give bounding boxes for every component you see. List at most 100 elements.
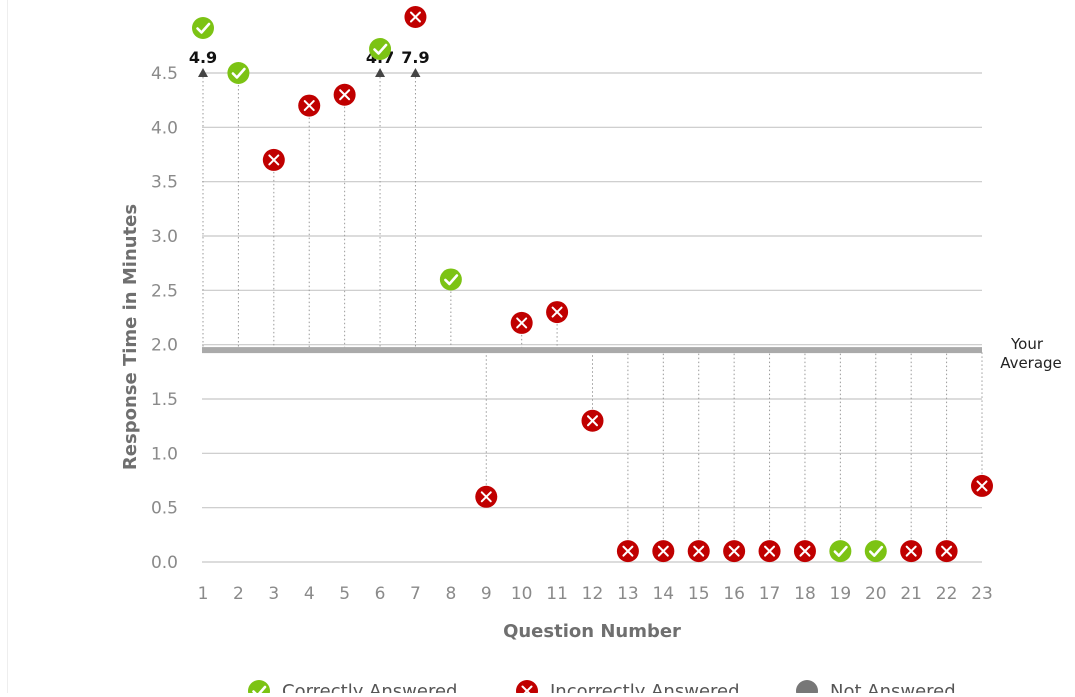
check-circle-icon bbox=[248, 680, 270, 697]
gray-circle-icon bbox=[796, 680, 818, 697]
x-circle-icon bbox=[935, 540, 958, 563]
x-mark bbox=[622, 545, 634, 557]
point-stems: 4.94.77.9 bbox=[189, 48, 983, 552]
x-tick-label: 22 bbox=[936, 584, 958, 604]
chart-frame: 0.0 0.5 1.0 1.5 2.0 2.5 3.0 3.5 4.0 4.5 4.94.77.9… bbox=[8, 0, 1075, 697]
x-circle-icon bbox=[652, 540, 675, 563]
legend-item-incorrect bbox=[516, 680, 538, 697]
legend-label: Incorrectly Answered bbox=[550, 681, 740, 693]
check-mark bbox=[868, 545, 884, 557]
grid-lines bbox=[202, 72, 982, 563]
x-tick-label: 6 bbox=[375, 584, 386, 604]
x-tick-label: 11 bbox=[546, 584, 568, 604]
x-mark bbox=[587, 415, 598, 427]
x-circle-icon bbox=[971, 474, 993, 497]
check-circle-icon bbox=[439, 268, 462, 291]
legend-label: Correctly Answered bbox=[282, 681, 457, 693]
check-mark bbox=[196, 22, 211, 34]
data-points bbox=[192, 6, 993, 563]
x-tick-label: 17 bbox=[759, 584, 781, 604]
y-tick-label: 2.5 bbox=[151, 281, 178, 301]
y-tick-label: 1.0 bbox=[151, 444, 178, 464]
y-tick-label: 2.0 bbox=[151, 336, 178, 356]
x-tick-label: 19 bbox=[830, 584, 852, 604]
check-circle-icon bbox=[829, 540, 852, 563]
legend: Correctly Answered Incorrectly Answered No… bbox=[248, 680, 956, 697]
x-tick-label: 18 bbox=[794, 584, 816, 604]
x-axis-title: Question Number bbox=[503, 621, 681, 642]
y-tick-label: 4.0 bbox=[151, 118, 178, 138]
x-mark bbox=[268, 154, 280, 166]
x-circle-icon bbox=[262, 148, 285, 171]
y-tick-label: 4.5 bbox=[151, 64, 178, 84]
x-tick-label: 13 bbox=[617, 584, 639, 604]
x-tick-label: 2 bbox=[233, 584, 244, 604]
x-tick-label: 20 bbox=[865, 584, 887, 604]
x-circle-icon bbox=[546, 301, 569, 324]
point-marker bbox=[192, 17, 214, 39]
y-axis-title: Response Time in Minutes bbox=[120, 204, 141, 470]
response-time-chart: 0.0 0.5 1.0 1.5 2.0 2.5 3.0 3.5 4.0 4.5 4.94.77.9… bbox=[120, 6, 1062, 697]
x-tick-label: 21 bbox=[900, 584, 922, 604]
x-mark bbox=[657, 545, 669, 557]
x-mark bbox=[693, 545, 705, 557]
overflow-value-label: 7.9 bbox=[401, 48, 429, 67]
average-line-group bbox=[202, 347, 982, 354]
average-line bbox=[202, 347, 982, 354]
point-marker bbox=[439, 268, 462, 291]
x-circle-icon bbox=[687, 540, 710, 563]
x-circle-icon bbox=[758, 540, 781, 563]
overflow-arrow-icon bbox=[375, 68, 386, 77]
average-label-line1: Your bbox=[1010, 335, 1044, 353]
x-circle-icon bbox=[404, 6, 427, 28]
check-mark bbox=[373, 43, 388, 55]
x-mark bbox=[303, 100, 315, 112]
y-tick-label: 3.0 bbox=[151, 227, 178, 247]
overflow-arrow-icon bbox=[410, 68, 421, 77]
average-label-line2: Average bbox=[1000, 354, 1062, 372]
x-mark bbox=[409, 11, 421, 23]
x-tick-label: 8 bbox=[445, 584, 456, 604]
overflow-arrow-icon bbox=[198, 68, 208, 77]
x-tick-label: 10 bbox=[511, 584, 533, 604]
check-circle-icon bbox=[192, 17, 214, 39]
check-circle-icon bbox=[227, 62, 250, 84]
point-marker bbox=[829, 540, 852, 563]
x-mark bbox=[941, 545, 953, 557]
overflow-value-label: 4.9 bbox=[189, 48, 217, 67]
x-mark bbox=[799, 545, 811, 557]
x-circle-icon bbox=[900, 540, 923, 563]
x-mark bbox=[480, 491, 492, 503]
x-circle-icon bbox=[333, 83, 356, 106]
point-marker bbox=[227, 62, 250, 84]
x-axis-ticks: 1 2 3 4 5 6 7 8 9 10 11 12 13 14 15 16 17 18 19 20 21 22 23 bbox=[198, 584, 993, 604]
point-marker bbox=[369, 38, 392, 60]
x-tick-label: 23 bbox=[971, 584, 993, 604]
x-tick-label: 3 bbox=[268, 584, 279, 604]
x-tick-label: 1 bbox=[198, 584, 209, 604]
legend-item-none bbox=[796, 680, 818, 697]
x-mark bbox=[516, 317, 528, 329]
y-tick-label: 0.0 bbox=[151, 553, 178, 573]
x-circle-icon bbox=[581, 409, 604, 432]
x-circle-icon bbox=[723, 540, 746, 563]
x-mark bbox=[764, 545, 776, 557]
x-circle-icon bbox=[616, 540, 639, 563]
x-mark bbox=[976, 480, 988, 492]
legend-label: Not Answered bbox=[830, 681, 956, 693]
x-tick-label: 14 bbox=[652, 584, 674, 604]
x-circle-icon bbox=[510, 311, 533, 334]
y-axis-ticks: 0.0 0.5 1.0 1.5 2.0 2.5 3.0 3.5 4.0 4.5 bbox=[151, 64, 178, 573]
y-tick-label: 3.5 bbox=[151, 173, 178, 193]
x-tick-label: 5 bbox=[339, 584, 350, 604]
x-mark bbox=[551, 306, 563, 318]
check-circle-icon bbox=[864, 540, 887, 563]
x-tick-label: 7 bbox=[410, 584, 421, 604]
y-tick-label: 1.5 bbox=[151, 390, 178, 410]
x-tick-label: 15 bbox=[688, 584, 710, 604]
x-mark bbox=[339, 89, 351, 101]
check-mark bbox=[444, 274, 459, 286]
x-mark bbox=[905, 545, 917, 557]
check-mark bbox=[231, 67, 246, 79]
x-tick-label: 16 bbox=[723, 584, 745, 604]
